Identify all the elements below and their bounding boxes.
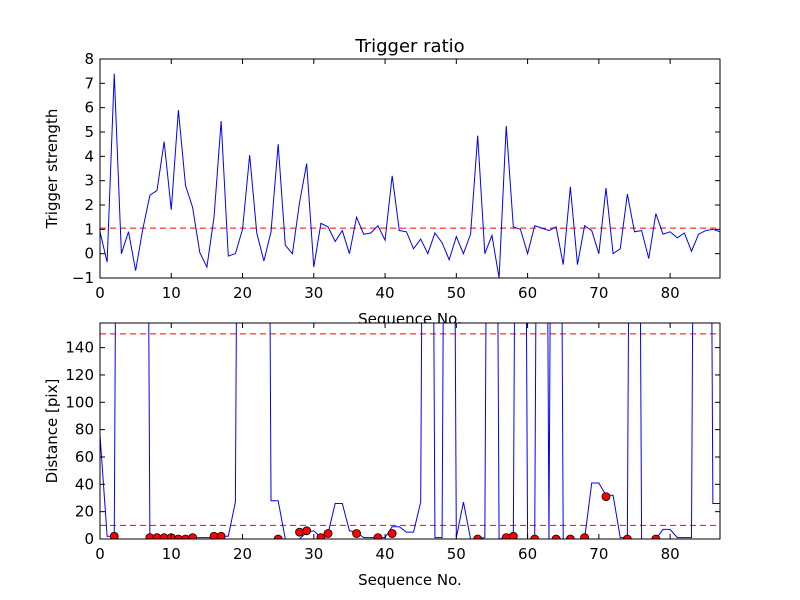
y-tick-label: 8 [84, 50, 94, 68]
x-tick-label: 20 [233, 284, 252, 302]
x-tick-label: 50 [447, 545, 466, 563]
y-tick-label: 5 [84, 123, 94, 141]
data-point-marker [501, 533, 511, 539]
data-point-marker [373, 533, 383, 539]
data-point-marker [601, 492, 611, 502]
y-tick-label: 40 [75, 475, 94, 493]
x-tick-label: 70 [589, 284, 608, 302]
data-point-marker [387, 529, 397, 538]
plot-area [100, 323, 720, 539]
y-tick-label: 0 [84, 530, 94, 548]
y-axis-label: Distance [pix] [43, 379, 61, 484]
x-tick-label: 30 [304, 284, 323, 302]
data-point-marker [508, 531, 518, 539]
data-point-marker [173, 534, 183, 539]
x-tick-label: 40 [376, 545, 395, 563]
data-point-marker [295, 527, 304, 537]
data-point-marker [188, 533, 198, 539]
y-tick-label: 100 [65, 393, 94, 411]
data-point-marker [622, 534, 632, 539]
y-tick-label: 140 [65, 339, 94, 357]
x-tick-label: 20 [233, 545, 252, 563]
x-tick-label: 60 [518, 545, 537, 563]
plot-frame [99, 58, 721, 279]
x-tick-label: 0 [95, 284, 105, 302]
series-line [100, 73, 720, 278]
data-point-marker [530, 534, 540, 539]
x-tick-label: 50 [447, 284, 466, 302]
data-point-marker [109, 531, 119, 539]
chart-panel-2: 0 10 20 30 40 50 60 70 80 0 20 40 60 80 100 120 140 Seque… [43, 322, 721, 589]
y-tick-label: 20 [75, 503, 94, 521]
y-tick-label: 120 [65, 366, 94, 384]
data-point-marker [651, 534, 661, 539]
data-point-marker [216, 531, 226, 539]
x-tick-label: 10 [162, 545, 181, 563]
plot-area [100, 59, 720, 278]
x-tick-label: 80 [661, 545, 680, 563]
series-line [100, 323, 720, 539]
y-tick-label: 80 [75, 421, 94, 439]
y-tick-label: 1 [84, 220, 94, 238]
y-tick-label: 7 [84, 74, 94, 92]
data-point-marker [580, 533, 589, 539]
chart-title: Trigger ratio [354, 36, 464, 57]
data-point-marker [273, 534, 283, 539]
x-tick-label: 40 [376, 284, 395, 302]
data-point-marker [181, 534, 190, 539]
y-tick-label: 60 [75, 448, 94, 466]
data-point-marker [352, 529, 361, 538]
x-tick-label: 0 [95, 545, 105, 563]
y-tick-label: 3 [84, 172, 94, 190]
x-tick-label: 10 [162, 284, 181, 302]
x-tick-label: 60 [518, 284, 537, 302]
y-tick-label: 4 [84, 147, 94, 165]
data-point-marker [302, 526, 312, 536]
x-tick-label: 70 [589, 545, 608, 563]
x-tick-label: 30 [304, 545, 323, 563]
y-tick-label: 2 [84, 196, 94, 214]
y-tick-label: 6 [84, 99, 94, 117]
data-point-marker [473, 534, 483, 539]
data-point-marker [551, 534, 561, 539]
y-tick-label: 0 [84, 245, 94, 263]
x-axis-label: Sequence No. [358, 571, 462, 589]
x-tick-label: 80 [661, 284, 680, 302]
data-point-marker [323, 529, 333, 538]
data-point-marker [316, 533, 326, 539]
plot-frame [99, 322, 721, 540]
data-point-marker [565, 534, 575, 539]
y-axis-label: Trigger strength [43, 109, 61, 230]
y-tick-label: −1 [72, 269, 94, 287]
